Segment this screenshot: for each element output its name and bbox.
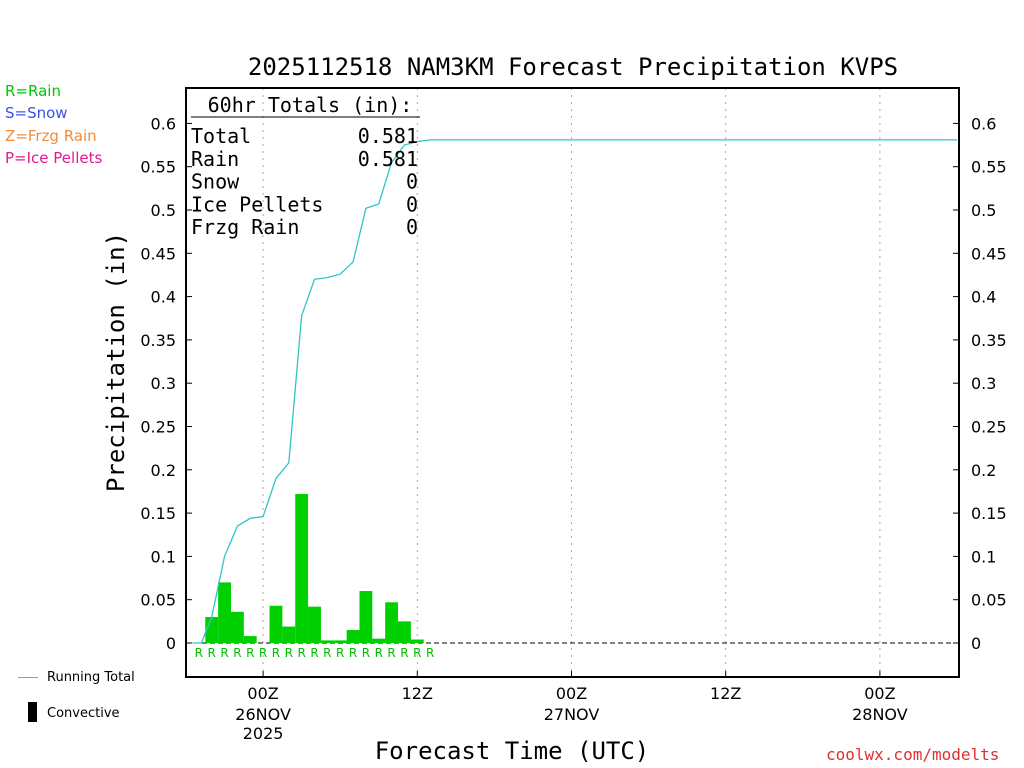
y-tick-label-right: 0.4	[971, 288, 996, 307]
precip-bar	[333, 640, 347, 643]
y-tick-label-right: 0.2	[971, 461, 996, 480]
precip-bar	[385, 602, 399, 643]
precip-bar	[410, 639, 424, 643]
totals-row-value: 0.581	[358, 124, 418, 148]
ptype-label-rain: R	[362, 646, 370, 660]
y-tick-label-right: 0.6	[971, 114, 996, 133]
totals-row-label: Total	[191, 124, 251, 148]
y-tick-label-right: 0.15	[971, 504, 1007, 523]
totals-row-value: 0	[406, 192, 418, 216]
precip-bar	[359, 591, 373, 643]
totals-row-label: Snow	[191, 170, 240, 194]
y-tick-label-left: 0.55	[140, 158, 176, 177]
running-total-legend-line-icon	[18, 677, 38, 678]
y-tick-label-right: 0.1	[971, 547, 996, 566]
precip-bar	[218, 582, 231, 643]
y-tick-label-right: 0.35	[971, 331, 1007, 350]
totals-row-label: Frzg Rain	[191, 215, 299, 239]
running-total-line	[192, 139, 957, 644]
chart-title: 2025112518 NAM3KM Forecast Precipitation…	[248, 53, 898, 81]
ptype-label-rain: R	[220, 646, 228, 660]
ptype-label-rain: R	[246, 646, 254, 660]
x-tick-label: 00Z	[556, 684, 587, 703]
totals-header: 60hr Totals (in):	[208, 93, 413, 117]
x-tick-date-label: 28NOV	[852, 705, 908, 724]
precip-bar	[320, 640, 334, 643]
legend-snow: S=Snow	[5, 104, 68, 122]
x-tick-label: 00Z	[247, 684, 278, 703]
totals-row-value: 0	[406, 215, 418, 239]
ptype-label-rain: R	[310, 646, 318, 660]
ptype-label-rain: R	[349, 646, 357, 660]
y-axis-label: Precipitation (in)	[102, 232, 130, 492]
totals-row-value: 0	[406, 170, 418, 194]
y-tick-label-left: 0.15	[140, 504, 176, 523]
y-tick-label-right: 0.5	[971, 201, 996, 220]
precip-bar	[282, 626, 296, 643]
x-tick-date-label: 27NOV	[544, 705, 600, 724]
x-tick-year-label: 2025	[243, 724, 284, 743]
convective-legend-swatch-icon	[28, 702, 37, 722]
x-tick-label: 12Z	[710, 684, 741, 703]
y-tick-label-left: 0	[166, 634, 176, 653]
y-tick-label-left: 0.35	[140, 331, 176, 350]
ptype-label-rain: R	[208, 646, 216, 660]
legend-frzg-rain: Z=Frzg Rain	[5, 127, 97, 145]
ptype-label-rain: R	[387, 646, 395, 660]
precip-bar	[398, 621, 411, 643]
y-tick-label-right: 0	[971, 634, 981, 653]
precip-bar	[269, 605, 283, 643]
ptype-label-rain: R	[413, 646, 421, 660]
y-tick-label-left: 0.5	[151, 201, 176, 220]
x-axis-label: Forecast Time (UTC)	[375, 737, 650, 765]
precip-bar	[243, 636, 257, 643]
y-tick-label-left: 0.45	[140, 244, 176, 263]
ptype-label-rain: R	[195, 646, 203, 660]
y-tick-label-left: 0.4	[151, 288, 176, 307]
x-tick-label: 12Z	[402, 684, 433, 703]
y-tick-label-left: 0.05	[140, 591, 176, 610]
y-tick-label-right: 0.25	[971, 418, 1007, 437]
ptype-label-rain: R	[285, 646, 293, 660]
y-tick-label-left: 0.25	[140, 418, 176, 437]
ptype-label-rain: R	[297, 646, 305, 660]
ptype-label-rain: R	[323, 646, 331, 660]
y-tick-label-right: 0.45	[971, 244, 1007, 263]
x-tick-label: 00Z	[864, 684, 895, 703]
ptype-label-rain: R	[400, 646, 408, 660]
y-tick-label-left: 0.1	[151, 547, 176, 566]
legend-ice-pellets: P=Ice Pellets	[5, 149, 103, 167]
y-tick-label-right: 0.3	[971, 374, 996, 393]
legend-rain: R=Rain	[5, 82, 61, 100]
precip-bar	[372, 638, 386, 643]
ptype-label-rain: R	[375, 646, 383, 660]
credit-text: coolwx.com/modelts	[826, 745, 1000, 764]
ptype-label-rain: R	[233, 646, 241, 660]
y-tick-label-left: 0.2	[151, 461, 176, 480]
y-tick-label-right: 0.05	[971, 591, 1007, 610]
y-tick-label-left: 0.3	[151, 374, 176, 393]
ptype-label-rain: R	[272, 646, 280, 660]
ptype-label-rain: R	[426, 646, 434, 660]
totals-row-label: Ice Pellets	[191, 192, 323, 216]
precip-bar	[295, 494, 309, 643]
totals-row-label: Rain	[191, 147, 239, 171]
running-total-legend-label: Running Total	[47, 670, 135, 685]
precip-bar	[308, 606, 321, 643]
ptype-label-rain: R	[259, 646, 267, 660]
plot-frame	[185, 87, 960, 678]
y-tick-label-left: 0.6	[151, 114, 176, 133]
convective-legend-label: Convective	[47, 706, 120, 721]
y-tick-label-right: 0.55	[971, 158, 1007, 177]
ptype-label-rain: R	[336, 646, 344, 660]
x-tick-date-label: 26NOV	[235, 705, 291, 724]
precip-bar	[230, 611, 244, 643]
totals-row-value: 0.581	[358, 147, 418, 171]
precip-bar	[346, 630, 360, 643]
